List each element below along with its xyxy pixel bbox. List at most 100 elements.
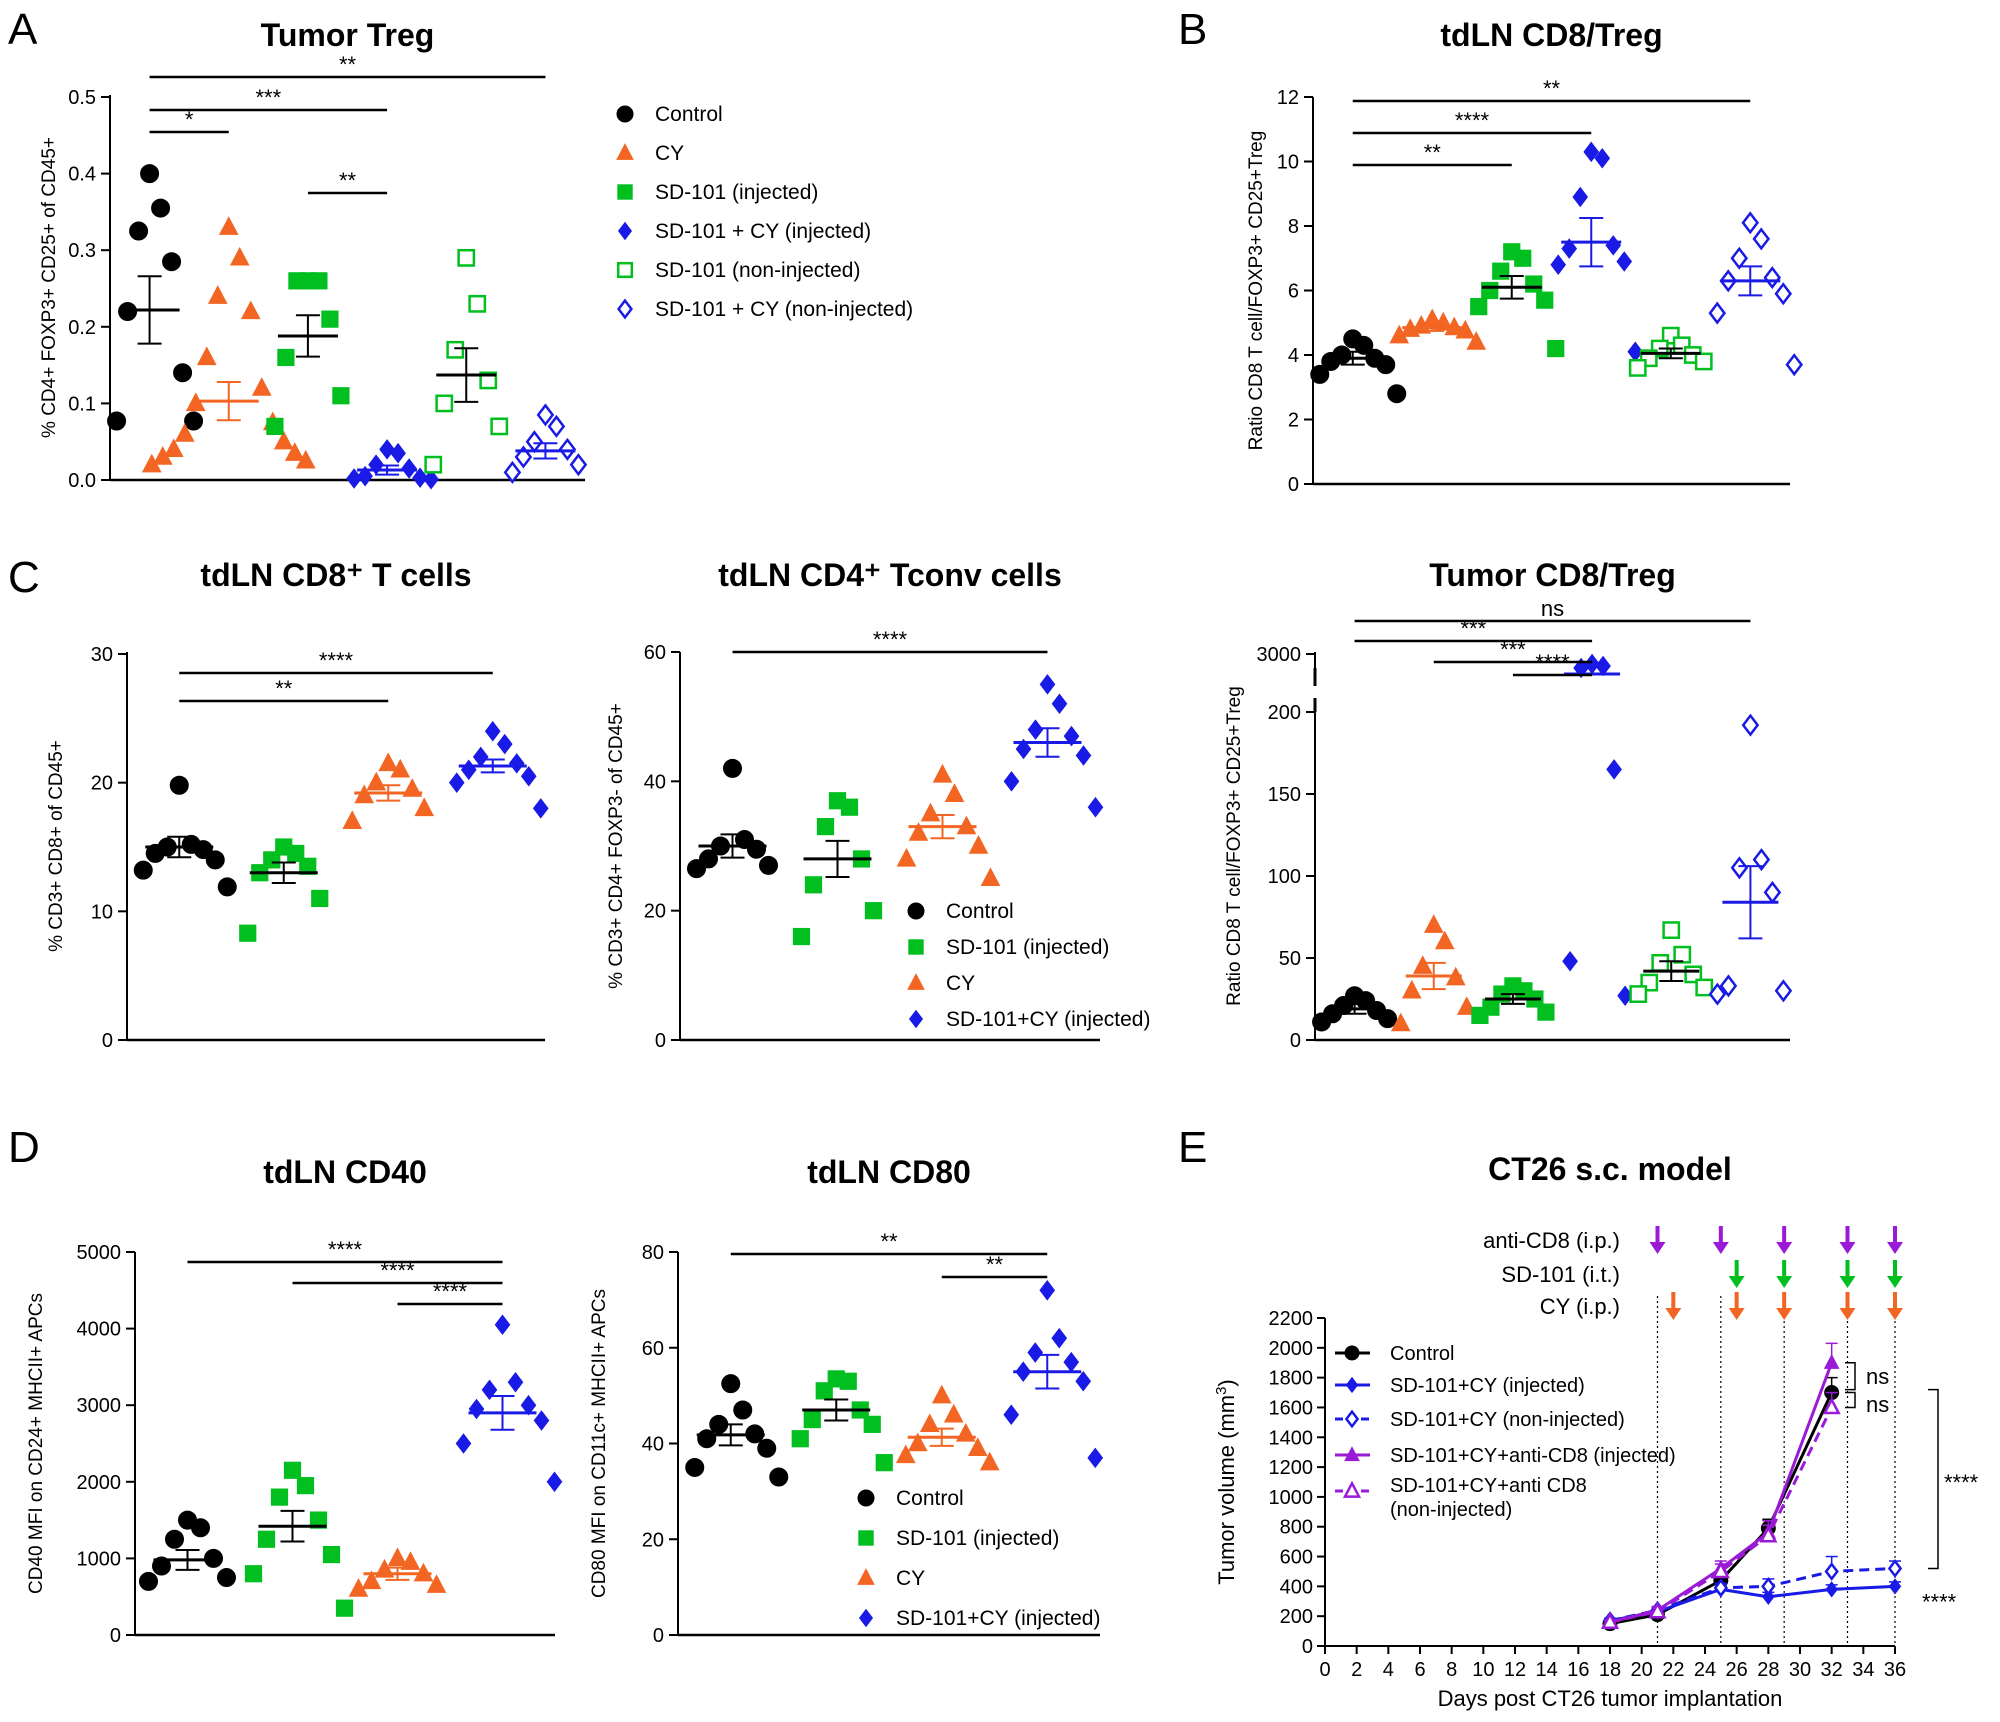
- data-point: [757, 1438, 777, 1458]
- y-tick-label: 0.2: [68, 317, 96, 339]
- legend-label: SD-101+CY+anti-CD8 (injected): [1390, 1445, 1676, 1467]
- data-point: [378, 752, 399, 772]
- data-point: [390, 758, 411, 778]
- data-point: [204, 1548, 223, 1568]
- data-point: [875, 1454, 893, 1472]
- y-tick-label: 1400: [1269, 1427, 1314, 1449]
- data-point: [401, 458, 417, 479]
- treatment-arrow-head: [1887, 1276, 1903, 1288]
- significance-label: ***: [1500, 637, 1526, 662]
- significance-label: ****: [319, 648, 354, 673]
- data-point: [468, 294, 487, 313]
- significance-label: **: [339, 168, 357, 193]
- data-point: [1537, 1003, 1555, 1021]
- data-point: [1027, 1342, 1044, 1363]
- data-point: [1561, 238, 1578, 259]
- data-point: [1605, 235, 1622, 256]
- significance-label: ****: [1535, 650, 1570, 675]
- y-axis-label-unit-exponent: 3: [1213, 1387, 1230, 1395]
- data-point: [1525, 275, 1543, 293]
- data-point: [174, 423, 195, 442]
- significance-label: **: [275, 676, 293, 701]
- significance-label: ****: [433, 1279, 468, 1304]
- data-point: [1015, 738, 1032, 760]
- data-point: [257, 1530, 276, 1548]
- data-point: [1456, 996, 1477, 1015]
- data-point: [979, 1451, 1000, 1471]
- series-point: [1825, 1581, 1838, 1598]
- data-point: [296, 1477, 315, 1495]
- y-tick-label: 80: [642, 1242, 664, 1264]
- legend-label: SD-101+CY (non-injected): [1390, 1409, 1625, 1431]
- data-point: [1785, 353, 1804, 377]
- legend-marker: [617, 184, 633, 200]
- data-point: [1741, 713, 1760, 737]
- data-point: [299, 857, 317, 875]
- significance-label: **: [339, 52, 357, 77]
- y-tick-label: 8: [1288, 216, 1299, 238]
- data-point: [687, 859, 706, 879]
- data-point: [863, 1415, 881, 1433]
- data-point: [968, 835, 989, 854]
- data-point: [1039, 674, 1056, 695]
- y-tick-label: 2000: [1269, 1338, 1314, 1360]
- data-point: [1651, 954, 1670, 972]
- legend-label: SD-101+CY (injected): [896, 1607, 1100, 1630]
- y-tick-label: 10: [91, 901, 113, 923]
- y-axis-label: CD80 MFI on CD11c+ MHCII+ APCs: [589, 1289, 610, 1598]
- data-point: [1412, 955, 1433, 974]
- x-tick-label: 4: [1383, 1659, 1394, 1681]
- treatment-arrow-head: [1728, 1276, 1745, 1288]
- series-point: [1761, 1576, 1776, 1596]
- x-tick-label: 20: [1631, 1659, 1653, 1681]
- data-point: [390, 442, 406, 464]
- data-point: [1075, 745, 1092, 766]
- data-point: [908, 822, 929, 841]
- y-tick-label: 40: [644, 771, 666, 793]
- treatment-arrow-head: [1839, 1276, 1856, 1288]
- data-point: [217, 877, 237, 897]
- data-point: [283, 1461, 302, 1479]
- data-point: [1752, 848, 1771, 872]
- y-tick-label: 20: [91, 773, 113, 795]
- data-point: [379, 439, 395, 460]
- chart-title: tdLN CD4⁺ Tconv cells: [718, 557, 1061, 593]
- chart-title: Tumor Treg: [261, 17, 435, 53]
- data-point: [191, 1518, 210, 1538]
- data-point: [792, 927, 811, 946]
- legend-marker: [908, 939, 924, 955]
- y-tick-label: 12: [1277, 87, 1299, 109]
- data-point: [484, 720, 501, 742]
- data-point: [263, 851, 281, 869]
- treatment-arrow-head: [1649, 1242, 1666, 1254]
- data-point: [840, 798, 859, 816]
- data-point: [520, 765, 537, 787]
- y-tick-label: 1000: [1269, 1487, 1314, 1509]
- data-point: [546, 1471, 563, 1493]
- series-line: [1609, 1406, 1834, 1624]
- y-tick-label: 1600: [1269, 1397, 1314, 1419]
- x-tick-label: 0: [1319, 1659, 1330, 1681]
- legend-marker: [1344, 1409, 1360, 1429]
- significance-label: ns: [1866, 1392, 1889, 1417]
- significance-bracket: [1845, 1361, 1856, 1391]
- x-tick-label: 32: [1821, 1659, 1843, 1681]
- data-point: [1003, 1404, 1020, 1426]
- data-point: [791, 1430, 809, 1448]
- y-tick-label: 4000: [77, 1319, 122, 1341]
- data-point: [1434, 930, 1455, 950]
- data-point: [1376, 355, 1396, 375]
- data-point: [1763, 880, 1782, 904]
- data-point: [1594, 147, 1611, 169]
- panel-letter-c: C: [8, 553, 40, 602]
- data-point: [309, 1511, 328, 1529]
- data-point: [1708, 301, 1727, 325]
- series-point: [1713, 1578, 1729, 1598]
- x-tick-label: 22: [1662, 1659, 1684, 1681]
- y-tick-label: 1800: [1269, 1368, 1314, 1390]
- y-tick-label: 2000: [77, 1472, 122, 1494]
- data-point: [151, 198, 171, 218]
- treatment-arrow-head: [1776, 1276, 1793, 1288]
- chart-tdln-cd40: tdLN CD40 CD40 MFI on CD24+ MHCII+ APCs 0 1…: [26, 1154, 563, 1647]
- data-point: [1774, 979, 1793, 1003]
